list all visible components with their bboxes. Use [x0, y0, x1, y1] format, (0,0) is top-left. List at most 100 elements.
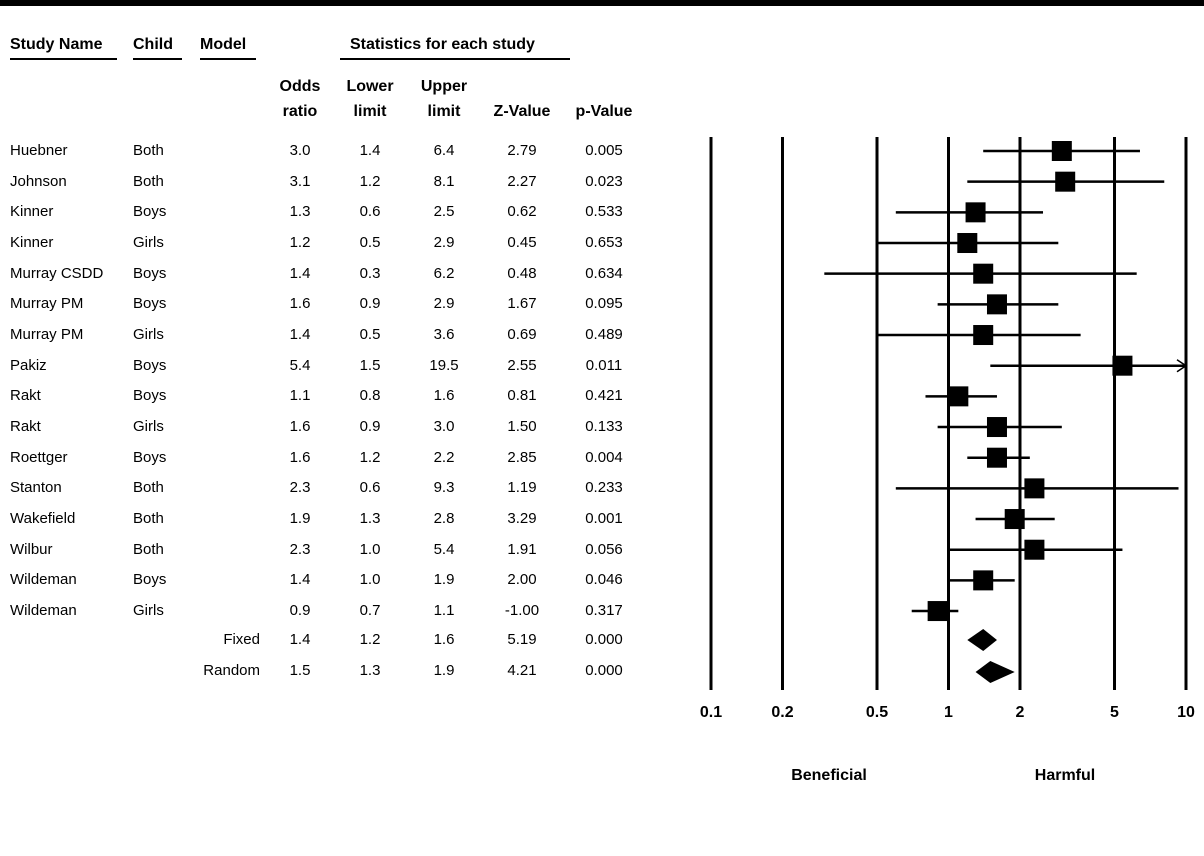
row-odds-ratio: 2.3 [289, 541, 311, 558]
row-study-name: Wilbur [10, 541, 53, 558]
harmful-label: Harmful [1034, 767, 1096, 784]
row-odds-ratio: 1.4 [289, 326, 311, 343]
row-study-name: Murray CSDD [10, 265, 104, 282]
summary-diamond [967, 629, 997, 651]
row-odds-ratio: 5.4 [289, 357, 311, 374]
x-tick-label: 5 [1110, 704, 1119, 721]
point-estimate [927, 601, 948, 622]
row-lower-limit: 0.7 [359, 602, 381, 619]
row-upper-limit: 2.8 [433, 510, 455, 527]
row-p-value: 0.056 [585, 541, 623, 558]
row-odds-ratio: 1.1 [289, 387, 311, 404]
header-underline [340, 58, 570, 60]
summary-upper-limit: 1.9 [433, 662, 455, 679]
header-upper-line2: limit [427, 103, 461, 120]
point-estimate [965, 202, 986, 223]
header-p-value: p-Value [575, 103, 633, 120]
point-estimate [973, 570, 994, 591]
row-z-value: 0.62 [507, 203, 537, 220]
row-odds-ratio: 3.1 [289, 173, 311, 190]
summary-lower-limit: 1.3 [359, 662, 381, 679]
row-z-value: 1.50 [507, 418, 537, 435]
row-p-value: 0.634 [585, 265, 623, 282]
summary-diamond [975, 661, 1015, 683]
row-study-name: Stanton [10, 479, 62, 496]
row-lower-limit: 1.2 [359, 449, 381, 466]
row-study-name: Rakt [10, 387, 41, 404]
header-lower-line2: limit [353, 103, 387, 120]
row-p-value: 0.533 [585, 203, 623, 220]
row-child: Girls [133, 326, 164, 343]
header-underline [10, 58, 117, 60]
row-lower-limit: 0.6 [359, 479, 381, 496]
row-odds-ratio: 1.4 [289, 265, 311, 282]
header-study-name: Study Name [10, 36, 103, 53]
row-odds-ratio: 1.3 [289, 203, 311, 220]
row-odds-ratio: 3.0 [289, 142, 311, 159]
point-estimate [1004, 509, 1025, 530]
row-lower-limit: 1.0 [359, 571, 381, 588]
summary-odds-ratio: 1.5 [289, 662, 311, 679]
row-study-name: Murray PM [10, 326, 84, 343]
row-lower-limit: 1.4 [359, 142, 381, 159]
row-upper-limit: 2.2 [433, 449, 455, 466]
summary-model: Fixed [223, 631, 260, 648]
header-model: Model [200, 36, 247, 53]
row-upper-limit: 1.6 [433, 387, 455, 404]
summary-z-value: 4.21 [507, 662, 537, 679]
x-tick-label: 0.2 [771, 704, 793, 721]
row-child: Boys [133, 203, 167, 220]
row-child: Girls [133, 234, 164, 251]
header-underline [200, 58, 256, 60]
row-lower-limit: 1.5 [359, 357, 381, 374]
row-p-value: 0.317 [585, 602, 623, 619]
row-upper-limit: 1.9 [433, 571, 455, 588]
row-lower-limit: 0.3 [359, 265, 381, 282]
header-odds-line1: Odds [279, 78, 321, 95]
row-child: Boys [133, 387, 167, 404]
row-upper-limit: 1.1 [433, 602, 455, 619]
point-estimate [1024, 478, 1045, 499]
summary-p-value: 0.000 [585, 631, 623, 648]
row-study-name: Roettger [10, 449, 68, 466]
header-child: Child [133, 36, 173, 53]
point-estimate [986, 447, 1007, 468]
row-odds-ratio: 0.9 [289, 602, 311, 619]
row-lower-limit: 0.6 [359, 203, 381, 220]
row-z-value: 0.81 [507, 387, 537, 404]
row-child: Boys [133, 265, 167, 282]
row-upper-limit: 19.5 [429, 357, 459, 374]
row-upper-limit: 9.3 [433, 479, 455, 496]
row-study-name: Johnson [10, 173, 67, 190]
row-z-value: 0.69 [507, 326, 537, 343]
row-odds-ratio: 1.6 [289, 418, 311, 435]
row-z-value: -1.00 [504, 602, 540, 619]
row-child: Both [133, 142, 164, 159]
row-lower-limit: 1.2 [359, 173, 381, 190]
row-child: Girls [133, 418, 164, 435]
point-estimate [957, 233, 978, 254]
row-upper-limit: 8.1 [433, 173, 455, 190]
row-study-name: Wildeman [10, 571, 77, 588]
row-lower-limit: 1.3 [359, 510, 381, 527]
row-z-value: 1.91 [507, 541, 537, 558]
row-study-name: Huebner [10, 142, 68, 159]
x-tick-label: 2 [1016, 704, 1025, 721]
row-child: Boys [133, 357, 167, 374]
header-z-value: Z-Value [493, 103, 551, 120]
header-underline [133, 58, 182, 60]
row-z-value: 1.67 [507, 295, 537, 312]
row-odds-ratio: 1.4 [289, 571, 311, 588]
row-z-value: 2.55 [507, 357, 537, 374]
row-p-value: 0.653 [585, 234, 623, 251]
row-upper-limit: 5.4 [433, 541, 455, 558]
point-estimate [973, 325, 994, 346]
row-study-name: Wildeman [10, 602, 77, 619]
row-z-value: 0.48 [507, 265, 537, 282]
header-upper-line1: Upper [420, 78, 468, 95]
row-child: Both [133, 479, 164, 496]
summary-p-value: 0.000 [585, 662, 623, 679]
row-p-value: 0.011 [585, 357, 623, 374]
row-child: Boys [133, 449, 167, 466]
